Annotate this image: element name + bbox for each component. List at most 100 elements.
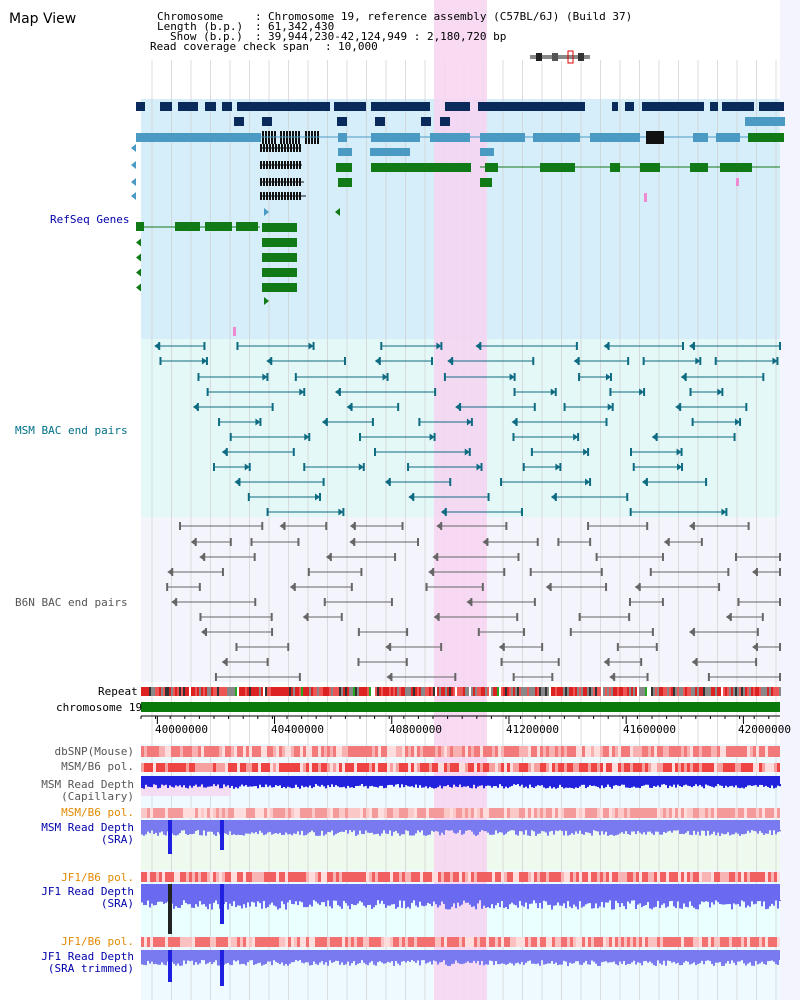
dbsnp-heat — [150, 746, 153, 757]
axis-tick-label: 42000000 — [738, 723, 791, 736]
jf1-depth-trim-bar — [277, 960, 279, 963]
msm-depth-cap-bar — [651, 784, 653, 788]
msm-b6-pol-heat — [672, 763, 675, 772]
track-label-jf1-read-depth-sra[interactable]: JF1 Read Depth — [41, 885, 134, 898]
jf1-b6-pol2-heat — [315, 937, 318, 947]
track-label-refseq[interactable]: RefSeq Genes — [50, 213, 130, 226]
dbsnp-heat — [393, 746, 396, 757]
jf1-b6-pol2-heat — [288, 937, 291, 947]
msm-depth-cap-bar — [525, 784, 527, 787]
track-label-msm-read-depth-sra[interactable]: MSM Read Depth — [41, 821, 134, 834]
jf1-depth-trim-bar — [593, 960, 595, 962]
jf1-depth-trim-bar — [501, 960, 503, 964]
repeat-block — [597, 687, 599, 696]
msm-b6-pol-heat — [708, 763, 711, 772]
jf1-depth-trim-bar — [711, 960, 713, 964]
dbsnp-heat — [597, 746, 600, 757]
jf1-b6-pol2-heat — [741, 937, 744, 947]
strand-arrow — [304, 433, 310, 441]
track-label-dbsnp[interactable]: dbSNP(Mouse) — [54, 745, 134, 758]
dbsnp-heat — [294, 746, 297, 757]
jf1-b6-pol-heat — [702, 872, 705, 882]
jf1-b6-pol2-heat — [285, 937, 288, 947]
jf1-depth-sra-bar — [695, 900, 697, 910]
jf1-b6-pol-heat — [387, 872, 390, 882]
jf1-b6-pol2-heat — [480, 937, 483, 947]
track-label-b6n-bac[interactable]: B6N BAC end pairs — [15, 596, 128, 609]
repeat-block — [189, 687, 191, 696]
jf1-b6-pol-heat — [159, 872, 162, 882]
jf1-depth-trim-bar — [415, 960, 417, 963]
jf1-depth-trim-bar — [507, 960, 509, 964]
track-label-jf1-b6-pol[interactable]: JF1/B6 pol. — [61, 871, 134, 884]
track-label-msm-b6-pol[interactable]: MSM/B6 pol. — [61, 760, 134, 773]
repeat-block — [675, 687, 677, 696]
repeat-block — [159, 687, 161, 696]
msm-b6-pol2-heat — [690, 808, 693, 818]
msm-b6-pol2-heat — [291, 808, 294, 818]
track-label-jf1-b6-pol-2[interactable]: JF1/B6 pol. — [61, 935, 134, 948]
dbsnp-heat — [180, 746, 183, 757]
jf1-depth-trim-bar — [359, 960, 361, 964]
jf1-depth-trim-bar — [323, 960, 325, 965]
msm-depth-cap-bar — [407, 784, 409, 787]
msm-b6-pol-heat — [597, 763, 600, 772]
jf1-depth-sra-bar — [453, 900, 455, 904]
track-label-jf1-read-depth-trim[interactable]: JF1 Read Depth — [41, 950, 134, 963]
dbsnp-heat — [402, 746, 405, 757]
jf1-b6-pol-heat — [753, 872, 756, 882]
jf1-depth-trim-bar — [499, 960, 501, 965]
refseq-gene — [480, 178, 492, 187]
repeat-block — [511, 687, 513, 696]
msm-b6-pol2-heat — [639, 808, 642, 818]
msm-depth-sra-bar — [199, 830, 201, 836]
msm-depth-sra-bar — [579, 830, 581, 831]
msm-b6-pol2-heat — [273, 808, 276, 818]
msm-depth-sra-bar — [381, 830, 383, 834]
dbsnp-heat — [585, 746, 588, 757]
jf1-depth-trim-bar — [629, 960, 631, 964]
msm-b6-pol-heat — [522, 763, 525, 772]
msm-b6-pol2-heat — [546, 808, 549, 818]
msm-b6-pol2-heat — [321, 808, 324, 818]
msm-depth-cap-bar — [461, 784, 463, 788]
jf1-b6-pol-heat — [726, 872, 729, 882]
msm-depth-cap-bar — [395, 784, 397, 785]
msm-b6-pol2-heat — [624, 808, 627, 818]
refseq-gene — [445, 102, 470, 111]
msm-depth-sra-bar — [543, 830, 545, 832]
repeat-block — [249, 687, 251, 696]
msm-b6-pol-heat — [174, 763, 177, 772]
msm-depth-sra-bar — [301, 830, 303, 831]
msm-depth-cap-bar — [219, 784, 221, 789]
jf1-b6-pol-heat — [300, 872, 303, 882]
jf1-b6-pol-heat — [558, 872, 561, 882]
dbsnp-heat — [216, 746, 219, 757]
msm-b6-pol2-heat — [513, 808, 516, 818]
jf1-depth-trim-bar — [683, 960, 685, 963]
jf1-depth-sra-bar — [657, 900, 659, 901]
msm-depth-cap-bar — [439, 784, 441, 786]
msm-b6-pol2-heat — [468, 808, 471, 818]
jf1-depth-trim-bar — [317, 960, 319, 965]
msm-b6-pol2-heat — [651, 808, 654, 818]
jf1-depth-trim-bar — [397, 960, 399, 964]
jf1-depth-trim-bar — [649, 960, 651, 962]
jf1-depth-trim-bar — [667, 960, 669, 961]
msm-depth-sra-bar — [665, 830, 667, 833]
jf1-b6-pol-heat — [612, 872, 615, 882]
track-label-msm-bac[interactable]: MSM BAC end pairs — [15, 424, 128, 437]
track-label-msm-read-depth-cap[interactable]: MSM Read Depth — [41, 778, 134, 791]
msm-b6-pol-heat — [339, 763, 342, 772]
msm-depth-sra-bar — [675, 830, 677, 831]
jf1-b6-pol-heat — [369, 872, 372, 882]
jf1-b6-pol2-heat — [252, 937, 255, 947]
jf1-depth-trim-bar — [151, 960, 153, 962]
jf1-b6-pol2-heat — [228, 937, 231, 947]
jf1-b6-pol2-heat — [147, 937, 150, 947]
msm-b6-pol2-heat — [249, 808, 252, 818]
jf1-depth-trim-bar — [691, 960, 693, 964]
track-label-msm-b6-pol-2[interactable]: MSM/B6 pol. — [61, 806, 134, 819]
msm-b6-pol2-heat — [669, 808, 672, 818]
